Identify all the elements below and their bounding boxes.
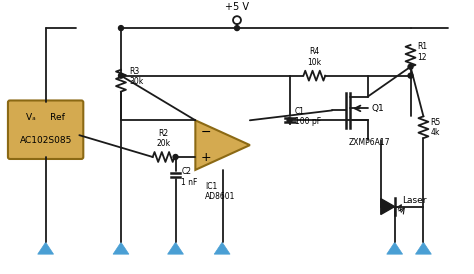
Text: ZXMP6A17: ZXMP6A17 [349, 138, 391, 147]
Polygon shape [387, 242, 402, 254]
Polygon shape [168, 242, 183, 254]
Circle shape [408, 64, 413, 69]
Text: AC102S085: AC102S085 [19, 136, 72, 145]
Text: Vₐ     Ref: Vₐ Ref [26, 113, 65, 122]
Polygon shape [195, 120, 250, 170]
Text: R5
4k: R5 4k [430, 118, 441, 137]
Circle shape [235, 25, 239, 31]
Circle shape [408, 73, 413, 78]
Text: +5 V: +5 V [225, 2, 249, 12]
Circle shape [118, 25, 123, 31]
Text: +: + [201, 152, 211, 164]
FancyBboxPatch shape [8, 101, 83, 159]
Text: R1
12: R1 12 [418, 42, 428, 62]
Circle shape [287, 118, 292, 123]
Text: R3
30k: R3 30k [129, 67, 143, 86]
Text: −: − [201, 126, 211, 139]
Polygon shape [416, 242, 431, 254]
Text: Laser: Laser [402, 196, 427, 205]
Circle shape [173, 155, 178, 159]
Text: R4
10k: R4 10k [307, 47, 321, 67]
Text: R2
20k: R2 20k [156, 129, 171, 148]
Polygon shape [38, 242, 54, 254]
Polygon shape [214, 242, 230, 254]
Text: Q1: Q1 [372, 104, 384, 113]
Polygon shape [113, 242, 129, 254]
Circle shape [118, 73, 123, 78]
Text: IC1
AD8601: IC1 AD8601 [205, 182, 236, 201]
Text: C2
1 nF: C2 1 nF [182, 167, 198, 187]
Polygon shape [381, 199, 395, 215]
Text: C1
100 pF: C1 100 pF [294, 107, 320, 126]
